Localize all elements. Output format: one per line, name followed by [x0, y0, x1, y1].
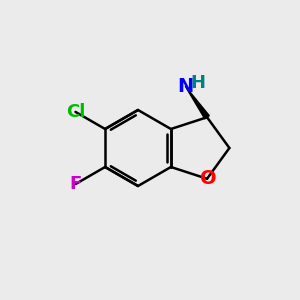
Text: O: O: [200, 169, 216, 188]
Text: N: N: [177, 76, 194, 96]
Text: H: H: [191, 74, 206, 92]
Polygon shape: [185, 86, 209, 119]
Text: Cl: Cl: [66, 103, 85, 121]
Text: F: F: [69, 175, 82, 193]
